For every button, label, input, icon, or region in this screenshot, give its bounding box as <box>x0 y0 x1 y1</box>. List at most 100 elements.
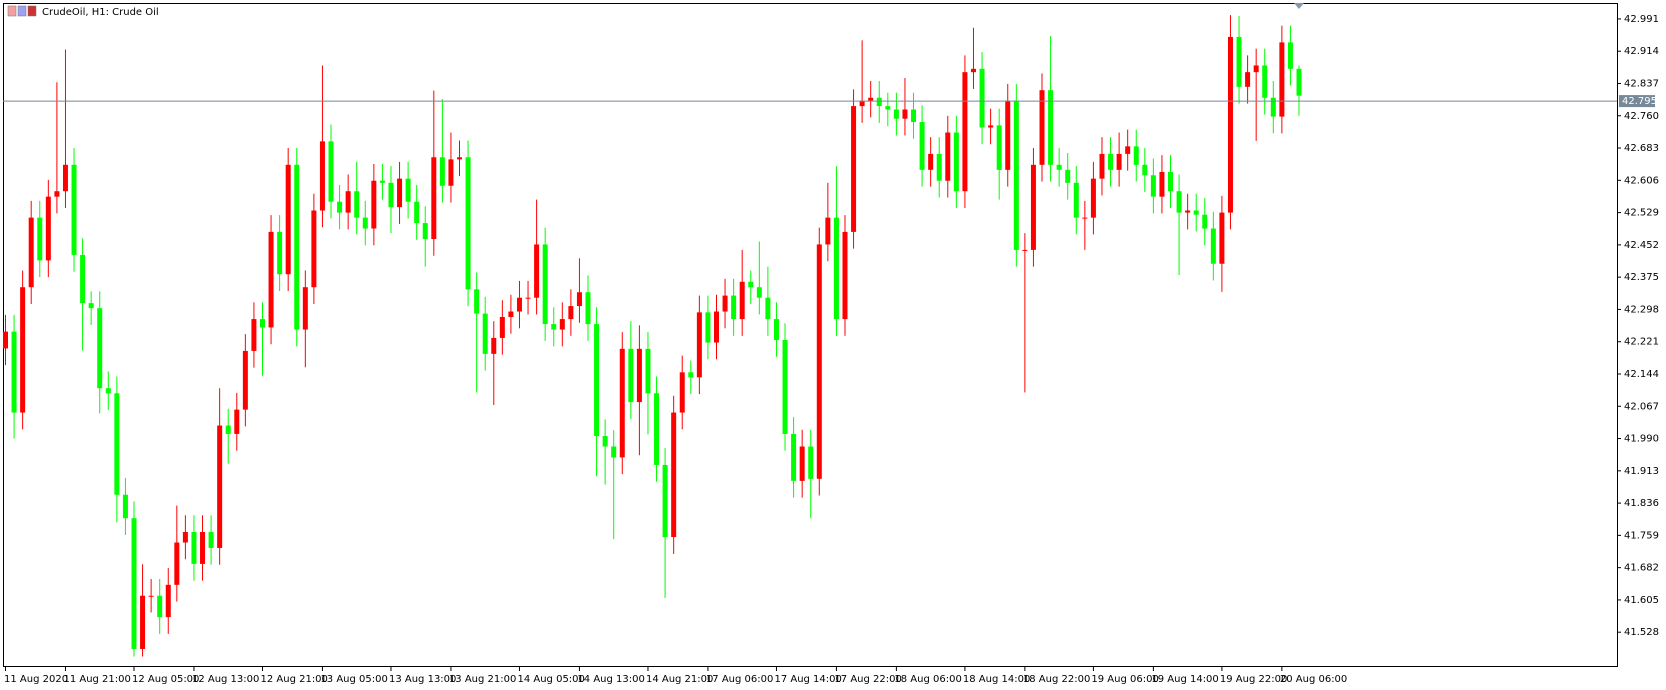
chart-title: CrudeOil, H1: Crude Oil <box>42 7 159 18</box>
x-tick-label: 18 Aug 14:00 <box>963 674 1030 685</box>
x-tick-label: 12 Aug 13:00 <box>192 674 259 685</box>
candle-body <box>1193 210 1199 215</box>
candle-body <box>739 281 745 320</box>
candle-body <box>902 109 908 119</box>
candle-body <box>1005 100 1011 170</box>
candle-body <box>439 157 445 186</box>
candle-body <box>542 244 548 325</box>
x-tick-label: 14 Aug 21:00 <box>646 674 713 685</box>
x-tick-label: 14 Aug 13:00 <box>577 674 644 685</box>
candle-body <box>979 68 985 128</box>
candle-body <box>1108 153 1114 170</box>
candle-body <box>474 289 480 314</box>
candle-body <box>499 316 505 338</box>
candle-body <box>1116 153 1122 170</box>
y-tick-label: 41.528 <box>1624 627 1659 638</box>
candle-body <box>782 340 788 434</box>
candle-body <box>576 292 582 307</box>
candle-body <box>679 372 685 413</box>
x-tick-label: 13 Aug 05:00 <box>320 674 387 685</box>
candle-body <box>1125 146 1131 154</box>
candle-body <box>11 331 17 413</box>
candle-body <box>799 446 805 481</box>
candle-body <box>88 303 94 309</box>
candle-body <box>645 348 651 394</box>
candle-body <box>1142 164 1148 176</box>
candle-body <box>1150 175 1156 197</box>
candle-body <box>551 324 557 330</box>
candle-body <box>816 244 822 479</box>
candle-body <box>988 125 994 128</box>
candle-body <box>534 244 540 298</box>
y-tick-label: 41.836 <box>1624 498 1659 509</box>
candle-body <box>559 319 565 330</box>
y-tick-label: 41.759 <box>1624 530 1659 541</box>
candle-body <box>208 532 214 548</box>
candle-body <box>302 287 308 330</box>
candle-body <box>825 217 831 245</box>
x-tick-label: 19 Aug 14:00 <box>1151 674 1218 685</box>
candle-body <box>71 164 77 255</box>
candle-body <box>1262 65 1268 98</box>
y-tick-label: 42.452 <box>1624 240 1659 251</box>
x-tick-label: 11 Aug 21:00 <box>63 674 130 685</box>
y-tick-label: 42.914 <box>1624 46 1659 57</box>
candle-body <box>748 281 754 288</box>
candle-body <box>388 182 394 208</box>
candle-body <box>945 132 951 181</box>
candle-body <box>713 311 719 343</box>
candle-body <box>311 210 317 288</box>
candle-body <box>165 584 171 618</box>
candle-body <box>1176 191 1182 213</box>
candle-body <box>1227 36 1233 213</box>
candle-body <box>1202 214 1208 229</box>
candle-body <box>354 191 360 218</box>
last-price-box <box>1619 95 1655 108</box>
candle-body <box>242 350 248 410</box>
candle-body <box>28 217 34 288</box>
x-tick-label: 12 Aug 21:00 <box>260 674 327 685</box>
candle-body <box>696 312 702 378</box>
symbol-icon <box>7 5 37 17</box>
candle-body <box>1073 182 1079 218</box>
candle-body <box>516 297 522 312</box>
candle-body <box>482 313 488 354</box>
candle-body <box>20 287 26 413</box>
x-tick-label: 20 Aug 06:00 <box>1280 674 1347 685</box>
candle-body <box>491 337 497 354</box>
y-tick-label: 42.529 <box>1624 208 1659 219</box>
candle-body <box>414 201 420 224</box>
y-tick-label: 42.298 <box>1624 304 1659 315</box>
candle-body <box>251 319 257 351</box>
candle-body <box>876 97 882 107</box>
x-tick-label: 17 Aug 22:00 <box>834 674 901 685</box>
candle-body <box>148 595 154 597</box>
candle-body <box>1048 90 1054 165</box>
candle-body <box>928 153 934 170</box>
candle-body <box>671 412 677 538</box>
candle-body <box>1253 65 1259 73</box>
candle-body <box>182 532 188 543</box>
candle-body <box>773 319 779 341</box>
candle-body <box>1296 68 1302 96</box>
candle-body <box>919 122 925 170</box>
candle-body <box>362 217 368 229</box>
candle-body <box>833 217 839 320</box>
candle-body <box>594 324 600 437</box>
candle-body <box>911 109 917 123</box>
y-tick-label: 42.221 <box>1624 337 1659 348</box>
candle-body <box>1030 164 1036 250</box>
candle-body <box>765 297 771 320</box>
candle-body <box>688 372 694 378</box>
candle-body <box>319 141 325 211</box>
candle-body <box>277 231 283 275</box>
candle-body <box>131 518 137 649</box>
candle-body <box>842 231 848 320</box>
candle-body <box>1159 171 1165 197</box>
candle-body <box>611 446 617 458</box>
candle-body <box>1056 164 1062 170</box>
candle-body <box>1133 146 1139 165</box>
candle-body <box>1210 228 1216 264</box>
y-tick-label: 42.144 <box>1624 369 1659 380</box>
candle-body <box>1287 42 1293 69</box>
